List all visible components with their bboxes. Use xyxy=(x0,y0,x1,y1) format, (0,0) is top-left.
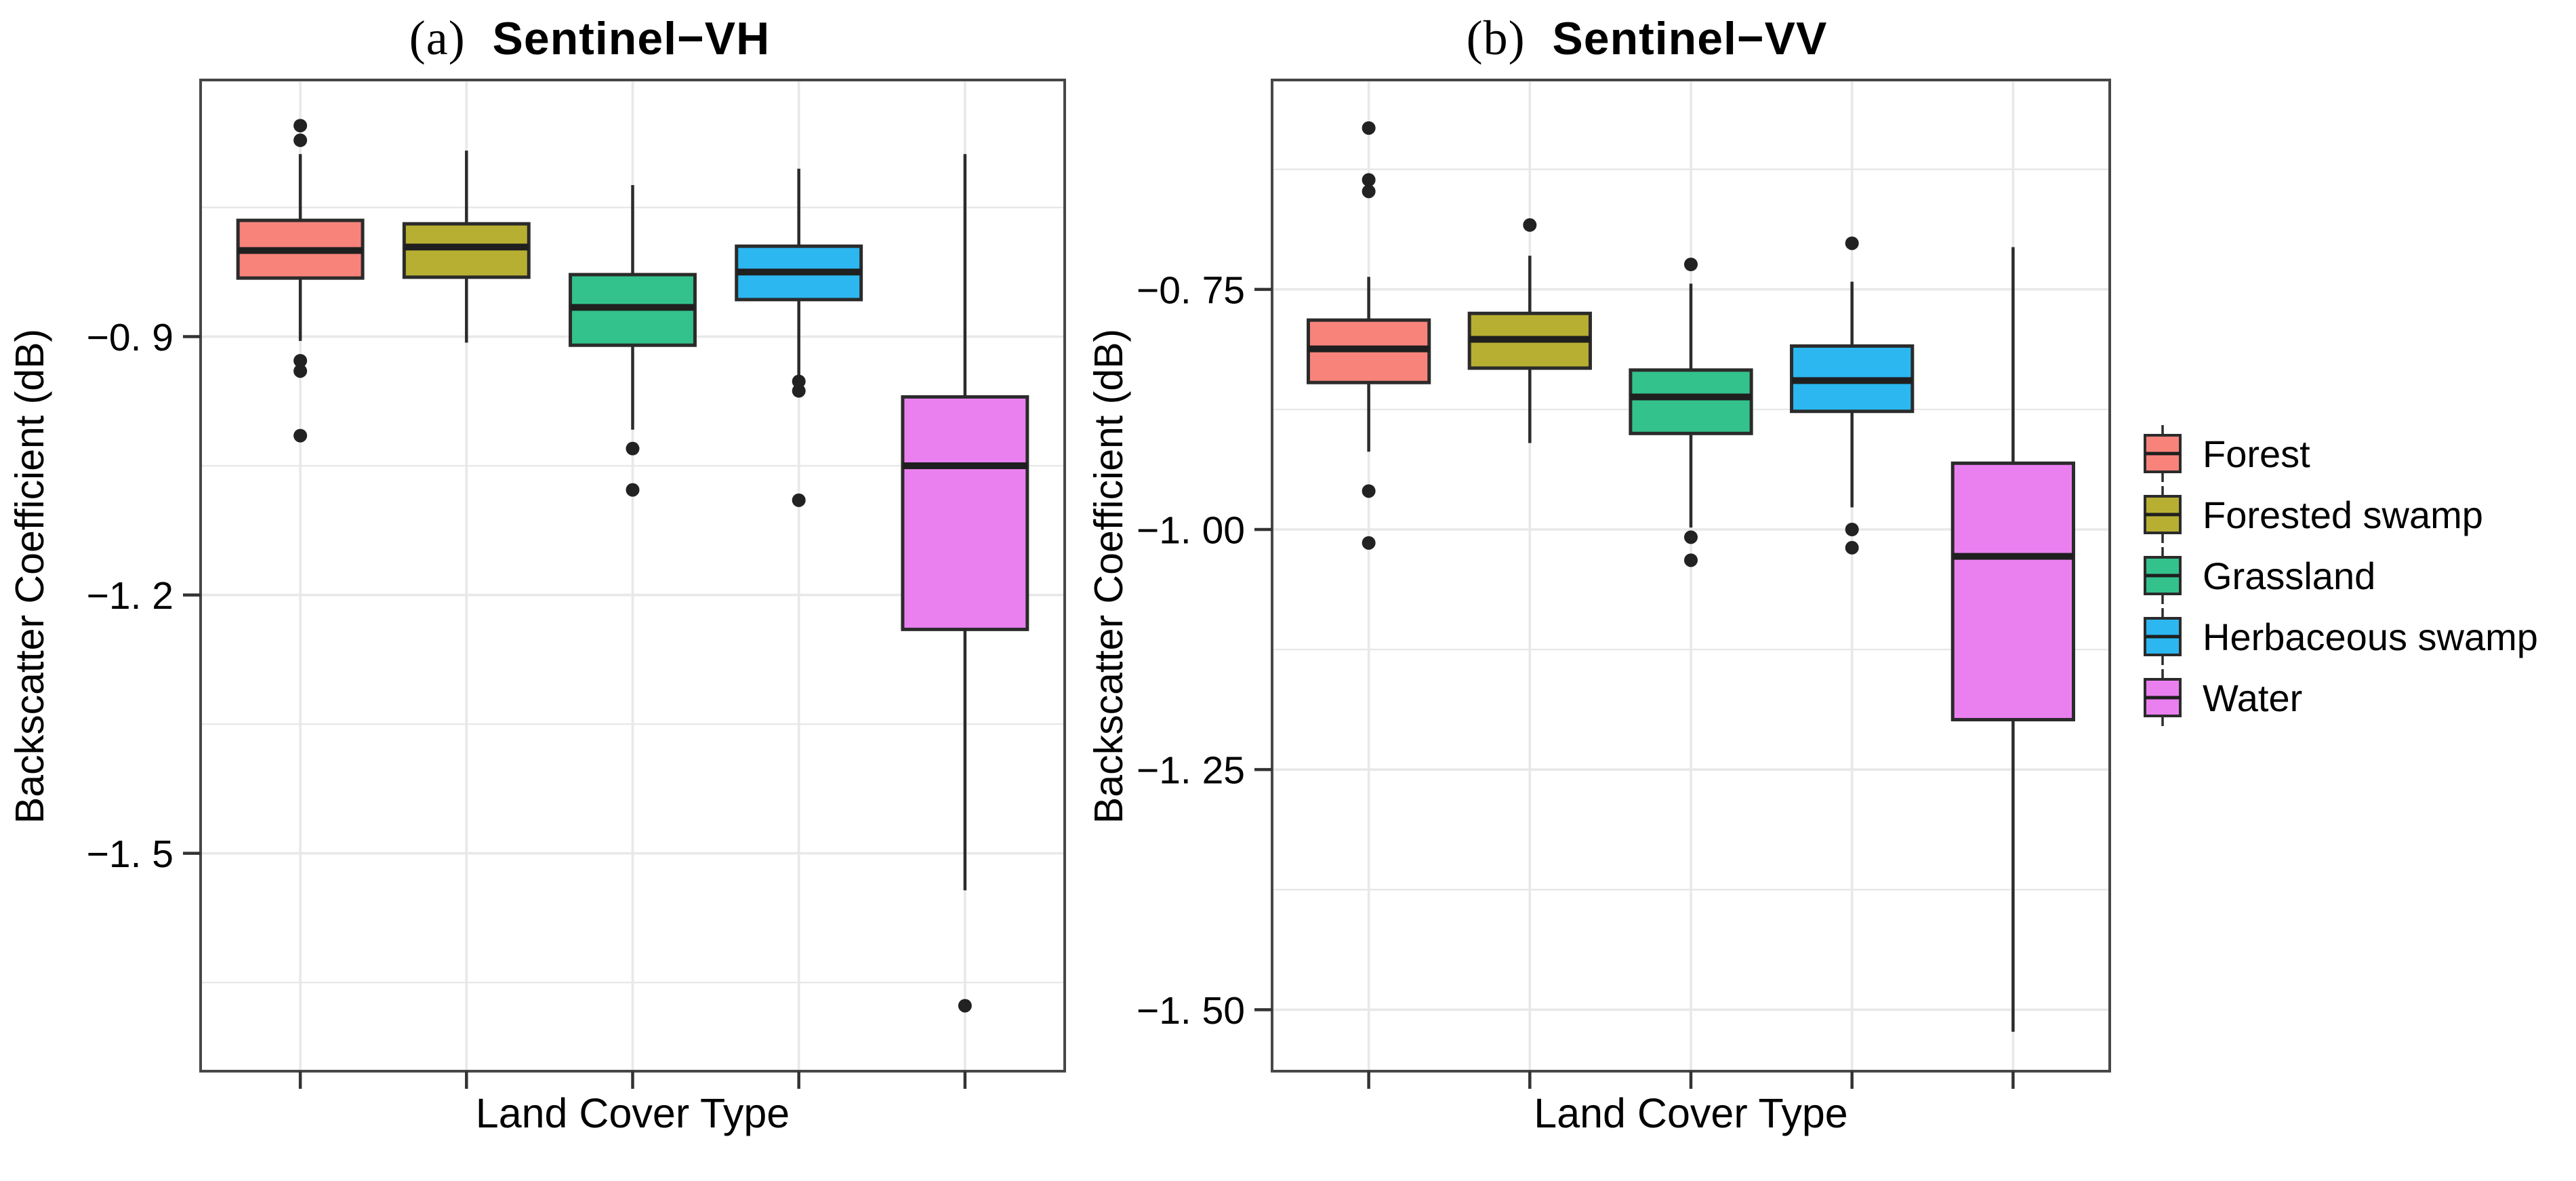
legend-key-glyph xyxy=(2144,608,2182,665)
outlier-dot-forest-a xyxy=(293,133,308,147)
panel-a-title: (a) Sentinel−VH xyxy=(112,9,1067,66)
outlier-dot-herbaceous-swamp-a xyxy=(792,374,806,388)
outlier-dot-forest-a xyxy=(293,119,308,133)
panel-b-y-axis-label: Backscatter Coefficient (dB) xyxy=(1086,328,1131,824)
legend: Forest Forested swamp Grassland Herbaceo… xyxy=(2140,423,2574,728)
outlier-dot-forest-b xyxy=(1362,536,1376,550)
legend-label-forested-swamp: Forested swamp xyxy=(2203,493,2483,536)
legend-label-forest: Forest xyxy=(2203,432,2310,475)
legend-item-herbaceous-swamp: Herbaceous swamp xyxy=(2140,606,2574,667)
outlier-dot-herbaceous-swamp-a xyxy=(792,384,806,398)
legend-key-forest-icon xyxy=(2140,424,2185,483)
y-tick-label: −1. 5 xyxy=(87,833,173,876)
panel-b-title: (b) Sentinel−VV xyxy=(1179,9,2114,66)
outlier-dot-grassland-b xyxy=(1684,553,1698,567)
outlier-dot-herbaceous-swamp-b xyxy=(1845,523,1859,536)
outlier-dot-herbaceous-swamp-a xyxy=(792,493,806,507)
legend-key-grassland-icon xyxy=(2140,546,2185,605)
y-tick-label: −1. 50 xyxy=(1137,989,1245,1033)
box-forested-swamp-a xyxy=(402,222,531,279)
outlier-dot-water-a xyxy=(958,999,972,1013)
outlier-dot-herbaceous-swamp-b xyxy=(1845,540,1859,555)
panel-b-x-axis-label: Land Cover Type xyxy=(1534,1090,1848,1136)
y-tick-label: −1. 25 xyxy=(1137,749,1245,793)
panel-a-y-axis-label: Backscatter Coefficient (dB) xyxy=(7,328,52,824)
legend-key-forested-swamp-icon xyxy=(2140,485,2185,544)
legend-item-grassland: Grassland xyxy=(2140,545,2574,606)
outlier-dot-forest-b xyxy=(1362,184,1376,199)
outlier-dot-grassland-a xyxy=(626,441,640,456)
outlier-dot-forest-a xyxy=(293,428,308,443)
outlier-dot-grassland-a xyxy=(626,483,640,497)
y-tick-label: −0. 75 xyxy=(1137,268,1245,312)
outlier-dot-forest-a xyxy=(293,364,308,378)
panel-b-title-text: Sentinel−VV xyxy=(1552,13,1828,64)
legend-item-water: Water xyxy=(2140,667,2574,728)
legend-label-herbaceous-swamp: Herbaceous swamp xyxy=(2203,615,2538,658)
y-tick-label: −1. 00 xyxy=(1137,509,1245,553)
panel-a-title-text: Sentinel−VH xyxy=(492,13,771,64)
outlier-dot-forested-swamp-b xyxy=(1523,218,1537,232)
legend-key-glyph xyxy=(2144,547,2182,604)
panel-a-title-prefix: (a) xyxy=(409,11,466,65)
legend-key-glyph xyxy=(2144,486,2182,543)
outlier-dot-forest-b xyxy=(1362,484,1376,498)
outlier-dot-forest-a xyxy=(293,354,308,368)
outlier-dot-grassland-b xyxy=(1684,258,1698,271)
box-grassland-b xyxy=(1629,368,1753,435)
outlier-dot-grassland-b xyxy=(1684,530,1698,544)
outlier-dot-forest-b xyxy=(1362,173,1376,187)
legend-key-herbaceous-swamp-icon xyxy=(2140,607,2185,666)
legend-label-water: Water xyxy=(2203,676,2303,719)
legend-label-grassland: Grassland xyxy=(2203,554,2376,597)
panel-a-x-axis-label: Land Cover Type xyxy=(475,1090,790,1136)
y-tick-label: −1. 2 xyxy=(87,574,173,618)
legend-item-forest: Forest xyxy=(2140,423,2574,484)
panel-b-title-prefix: (b) xyxy=(1466,11,1526,65)
outlier-dot-forest-b xyxy=(1362,121,1376,135)
box-water-b xyxy=(1950,461,2076,721)
outlier-dot-herbaceous-swamp-b xyxy=(1845,236,1859,250)
y-tick-label: −0. 9 xyxy=(87,316,173,359)
legend-item-forested-swamp: Forested swamp xyxy=(2140,484,2574,545)
legend-key-glyph xyxy=(2144,669,2182,726)
legend-key-water-icon xyxy=(2140,668,2185,727)
box-water-a xyxy=(901,395,1029,631)
legend-key-glyph xyxy=(2144,425,2182,482)
